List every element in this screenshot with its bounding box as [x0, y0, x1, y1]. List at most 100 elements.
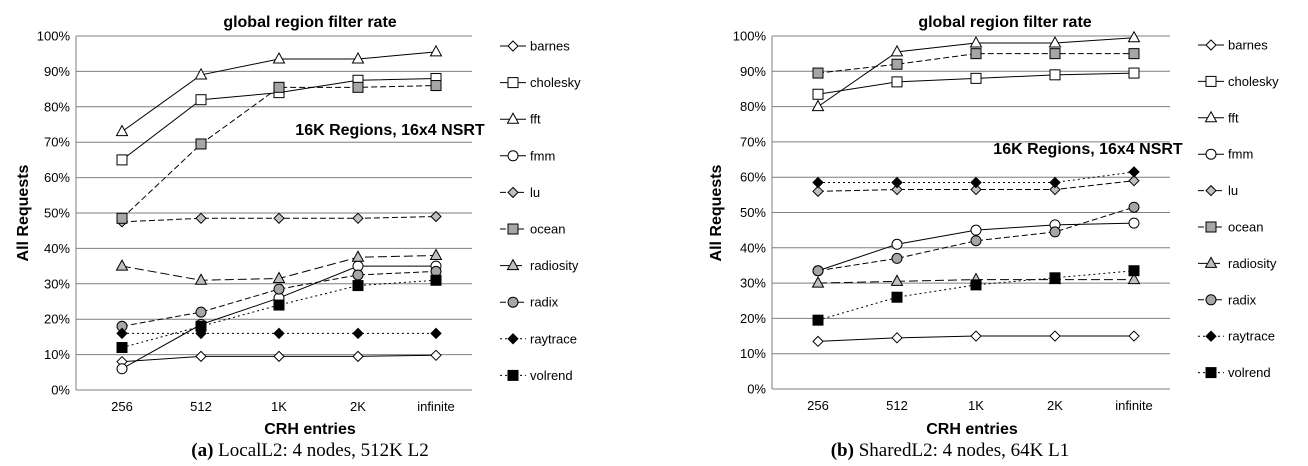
data-point-radiosity: [890, 274, 904, 286]
legend-marker-radix: [1205, 294, 1217, 306]
legend-marker-barnes: [1205, 39, 1217, 51]
legend-label-cholesky: cholesky: [530, 75, 581, 90]
series-raytrace: [116, 327, 442, 340]
data-point-volrend: [1049, 272, 1061, 284]
data-point-ocean: [273, 81, 285, 93]
series-volrend: [812, 265, 1140, 326]
legend-marker-radix: [507, 296, 519, 308]
data-point-radix: [1128, 201, 1140, 213]
data-point-fmm: [970, 224, 982, 236]
legend: barnes cholesky fft fmm lu ocean radiosity radi…: [1198, 38, 1279, 380]
data-point-raytrace: [891, 176, 903, 189]
legend-marker-barnes: [507, 40, 519, 52]
data-point-volrend: [891, 291, 903, 303]
legend-marker-cholesky: [1205, 75, 1217, 87]
y-tick-label: 100%: [37, 29, 71, 44]
data-point-radiosity: [194, 273, 208, 285]
data-point-volrend: [195, 320, 207, 332]
legend-label-radiosity: radiosity: [530, 258, 579, 273]
chart-title: global region filter rate: [918, 14, 1091, 31]
chart-annotation: 16K Regions, 16x4 NSRT: [295, 122, 485, 139]
data-point-barnes: [1049, 330, 1061, 342]
caption-b-text: SharedL2: 4 nodes, 64K L1: [853, 440, 1070, 461]
legend-marker-volrend: [507, 369, 519, 381]
data-point-volrend: [273, 299, 285, 311]
legend-marker-ocean: [1205, 221, 1217, 233]
legend-marker-raytrace: [1205, 330, 1217, 342]
data-point-volrend: [116, 342, 128, 354]
data-point-radiosity: [351, 250, 365, 262]
data-point-cholesky: [1128, 67, 1140, 79]
legend-marker-cholesky: [507, 77, 519, 89]
data-point-fft: [272, 51, 286, 64]
y-tick-label: 40%: [44, 241, 70, 256]
y-tick-label: 70%: [740, 134, 766, 149]
y-tick-label: 70%: [44, 135, 70, 150]
data-point-fft: [1127, 30, 1141, 43]
series-line-ocean: [817, 53, 1134, 74]
data-point-cholesky: [195, 94, 207, 106]
legend-label-raytrace: raytrace: [1228, 329, 1275, 344]
data-point-ocean: [1049, 48, 1061, 60]
series-cholesky: [812, 67, 1140, 100]
x-tick-label: 512: [886, 398, 908, 413]
legend-marker-radiosity: [1204, 256, 1218, 268]
data-point-ocean: [970, 48, 982, 60]
legend-marker-ocean: [507, 223, 519, 235]
x-axis-label: CRH entries: [926, 421, 1018, 438]
caption-b-letter: (b): [830, 440, 854, 461]
data-point-barnes: [273, 350, 285, 363]
data-point-raytrace: [116, 327, 128, 340]
series-barnes: [116, 349, 442, 368]
y-tick-label: 40%: [740, 240, 766, 255]
legend-label-cholesky: cholesky: [1228, 74, 1279, 89]
data-point-cholesky: [891, 76, 903, 88]
data-point-radiosity: [429, 248, 443, 260]
data-point-volrend: [1128, 265, 1140, 277]
y-tick-label: 10%: [740, 346, 766, 361]
data-point-volrend: [430, 274, 442, 286]
series-ocean: [116, 80, 442, 224]
data-point-cholesky: [1049, 69, 1061, 81]
y-tick-label: 80%: [740, 99, 766, 114]
data-point-lu: [812, 185, 824, 198]
legend-label-lu: lu: [1228, 183, 1238, 198]
data-point-lu: [195, 212, 207, 225]
legend-label-fft: fft: [530, 112, 541, 127]
series-line-volrend: [121, 279, 437, 349]
data-point-lu: [352, 212, 364, 225]
x-tick-label: infinite: [417, 399, 455, 414]
data-point-ocean: [116, 212, 128, 224]
data-point-raytrace: [1049, 176, 1061, 189]
y-tick-label: 50%: [740, 205, 766, 220]
data-point-cholesky: [812, 88, 824, 100]
data-point-raytrace: [1128, 166, 1140, 178]
legend-label-volrend: volrend: [530, 368, 573, 383]
x-tick-label: infinite: [1115, 398, 1153, 413]
data-point-radix: [1049, 226, 1061, 238]
x-axis-label: CRH entries: [264, 421, 356, 438]
data-point-lu: [273, 212, 285, 225]
data-point-radix: [273, 283, 285, 295]
data-point-barnes: [352, 350, 364, 363]
legend-label-ocean: ocean: [1228, 220, 1263, 235]
caption-b: (b) SharedL2: 4 nodes, 64K L1: [740, 440, 1160, 462]
data-point-ocean: [1128, 48, 1140, 60]
legend-marker-radiosity: [506, 258, 520, 271]
legend-marker-lu: [507, 186, 519, 199]
data-point-lu: [1128, 175, 1140, 187]
data-point-raytrace: [273, 327, 285, 340]
series-radiosity: [115, 248, 443, 285]
legend-label-barnes: barnes: [530, 39, 570, 54]
y-tick-label: 0%: [747, 382, 766, 397]
legend-label-fft: fft: [1228, 110, 1239, 125]
legend-label-barnes: barnes: [1228, 38, 1268, 53]
data-point-lu: [970, 183, 982, 196]
data-point-fmm: [1128, 217, 1140, 229]
data-point-fft: [1048, 36, 1062, 48]
series-lu: [116, 210, 442, 228]
data-point-lu: [430, 210, 442, 223]
y-tick-label: 90%: [740, 64, 766, 79]
data-point-fft: [115, 124, 129, 137]
data-point-radiosity: [1127, 272, 1141, 285]
